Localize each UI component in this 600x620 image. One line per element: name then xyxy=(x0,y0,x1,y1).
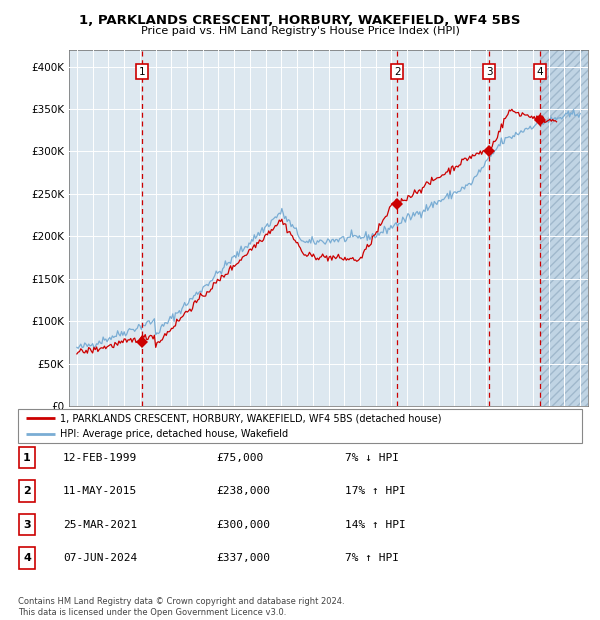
Text: £75,000: £75,000 xyxy=(216,453,263,463)
Text: 1: 1 xyxy=(139,66,145,77)
Text: 17% ↑ HPI: 17% ↑ HPI xyxy=(345,486,406,496)
Text: 1, PARKLANDS CRESCENT, HORBURY, WAKEFIELD, WF4 5BS: 1, PARKLANDS CRESCENT, HORBURY, WAKEFIEL… xyxy=(79,14,521,27)
Text: Contains HM Land Registry data © Crown copyright and database right 2024.
This d: Contains HM Land Registry data © Crown c… xyxy=(18,598,344,617)
Text: 11-MAY-2015: 11-MAY-2015 xyxy=(63,486,137,496)
Text: 25-MAR-2021: 25-MAR-2021 xyxy=(63,520,137,529)
Text: 12-FEB-1999: 12-FEB-1999 xyxy=(63,453,137,463)
Text: HPI: Average price, detached house, Wakefield: HPI: Average price, detached house, Wake… xyxy=(60,429,289,439)
Bar xyxy=(540,50,588,406)
Text: 7% ↑ HPI: 7% ↑ HPI xyxy=(345,553,399,563)
Text: 3: 3 xyxy=(23,520,31,529)
Text: Price paid vs. HM Land Registry's House Price Index (HPI): Price paid vs. HM Land Registry's House … xyxy=(140,26,460,36)
FancyBboxPatch shape xyxy=(19,447,35,468)
Text: 1: 1 xyxy=(23,453,31,463)
Text: 3: 3 xyxy=(486,66,493,77)
FancyBboxPatch shape xyxy=(19,514,35,535)
Text: 1, PARKLANDS CRESCENT, HORBURY, WAKEFIELD, WF4 5BS (detached house): 1, PARKLANDS CRESCENT, HORBURY, WAKEFIEL… xyxy=(60,414,442,423)
Text: £300,000: £300,000 xyxy=(216,520,270,529)
Text: 2: 2 xyxy=(23,486,31,496)
Text: 14% ↑ HPI: 14% ↑ HPI xyxy=(345,520,406,529)
Text: 7% ↓ HPI: 7% ↓ HPI xyxy=(345,453,399,463)
FancyBboxPatch shape xyxy=(19,480,35,502)
Text: 2: 2 xyxy=(394,66,400,77)
Text: £238,000: £238,000 xyxy=(216,486,270,496)
Text: 4: 4 xyxy=(23,553,31,563)
FancyBboxPatch shape xyxy=(19,547,35,569)
Text: £337,000: £337,000 xyxy=(216,553,270,563)
Text: 4: 4 xyxy=(536,66,543,77)
Text: 07-JUN-2024: 07-JUN-2024 xyxy=(63,553,137,563)
